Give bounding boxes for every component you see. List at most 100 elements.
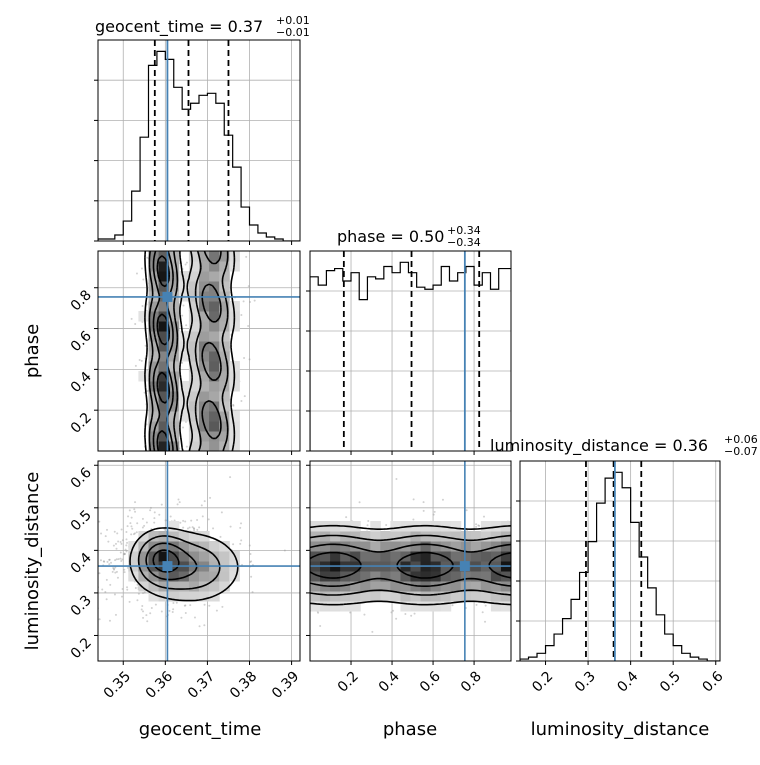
- geocent-time-vs-phase-cell: [148, 411, 160, 422]
- geocent-time-vs-luminosity-distance-cell: [199, 591, 210, 602]
- geocent-time-vs-luminosity-distance-cell: [178, 531, 190, 542]
- geocent-time-vs-luminosity-distance-point: [176, 503, 179, 506]
- geocent-time-vs-luminosity-distance-point: [108, 558, 111, 561]
- geocent-time-vs-phase-cell: [219, 311, 230, 322]
- geocent-time-vs-luminosity-distance-point: [207, 518, 210, 521]
- phase-vs-luminosity-distance-contour-2: [310, 543, 511, 587]
- geocent-time-vs-phase-cell: [168, 401, 180, 412]
- hist-luminosity-distance-frame: [519, 460, 721, 662]
- phase-vs-luminosity-distance-cell: [330, 601, 341, 612]
- phase-vs-luminosity-distance-cell: [420, 571, 432, 582]
- geocent-time-vs-phase-cell: [188, 341, 200, 352]
- phase-vs-luminosity-distance-point: [367, 520, 370, 523]
- geocent-time-vs-phase-cell: [229, 301, 240, 312]
- geocent-time-vs-phase-cell: [188, 401, 200, 412]
- geocent-time-vs-luminosity-distance-point: [111, 570, 114, 573]
- geocent-time-vs-luminosity-distance-point: [104, 535, 107, 538]
- geocent-time-vs-luminosity-distance-point: [249, 561, 252, 564]
- geocent-time-vs-phase-point: [135, 272, 138, 275]
- phase-vs-luminosity-distance-cell: [340, 541, 351, 552]
- geocent-time-vs-phase-cell: [209, 361, 220, 372]
- geocent-time-vs-luminosity-distance-plot-area: [84, 461, 300, 661]
- geocent-time-vs-luminosity-distance-cell: [128, 551, 139, 562]
- geocent-time-vs-luminosity-distance-point: [84, 584, 86, 586]
- geocent-time-vs-luminosity-distance-point: [184, 604, 187, 607]
- geocent-time-vs-phase-cell: [199, 311, 210, 322]
- phase-vs-luminosity-distance-cell: [390, 531, 401, 542]
- geocent-time-vs-phase-cell: [229, 441, 240, 451]
- geocent-time-vs-phase-point: [240, 314, 243, 317]
- phase-vs-luminosity-distance-point: [345, 516, 348, 519]
- geocent-time-vs-luminosity-distance-point: [119, 557, 122, 560]
- phase-vs-luminosity-distance-cell: [490, 581, 502, 592]
- hist-luminosity-distance-bar-16: [656, 615, 665, 661]
- hist-phase-bar-23: [499, 269, 507, 451]
- phase-vs-luminosity-distance-point: [366, 524, 369, 527]
- geocent-time-vs-phase-cell: [209, 271, 220, 282]
- hist-geocent-time-plot-area: [98, 40, 300, 241]
- geocent-time-vs-luminosity-distance-point: [133, 508, 136, 511]
- phase-vs-luminosity-distance-cell: [440, 551, 452, 562]
- phase-vs-luminosity-distance-cell: [450, 541, 462, 552]
- geocent-time-vs-luminosity-distance-truth-marker: [162, 561, 173, 572]
- geocent-time-vs-luminosity-distance-point: [126, 586, 129, 589]
- geocent-time-vs-luminosity-distance-cell: [148, 571, 160, 582]
- geocent-time-vs-luminosity-distance-point: [180, 616, 183, 619]
- hist-phase-bar-1: [318, 285, 326, 451]
- hist-geocent-time-bar-9: [174, 87, 182, 241]
- hist-phase-bar-6: [359, 300, 367, 451]
- geocent-time-vs-phase-cell: [209, 441, 220, 451]
- geocent-time-vs-luminosity-distance-point: [142, 592, 145, 595]
- geocent-time-vs-luminosity-distance-point: [212, 527, 215, 530]
- phase-vs-luminosity-distance-cell: [490, 571, 502, 582]
- title-geocent-time-text: geocent_time = 0.37: [95, 17, 263, 37]
- phase-vs-luminosity-distance-cell: [480, 581, 492, 592]
- geocent-time-vs-luminosity-distance-point: [146, 620, 149, 623]
- hist-phase-bar-20: [474, 285, 482, 451]
- hist-phase-bar-21: [482, 273, 490, 451]
- geocent-time-vs-luminosity-distance-point: [117, 540, 120, 543]
- phase-vs-luminosity-distance-point: [413, 612, 416, 615]
- geocent-time-vs-luminosity-distance-point: [110, 561, 113, 564]
- hist-luminosity-distance-bar-19: [682, 653, 691, 661]
- phase-vs-luminosity-distance-cell: [400, 601, 411, 612]
- hist-phase-bar-17: [449, 281, 457, 451]
- phase-vs-luminosity-distance-cell: [350, 521, 361, 532]
- geocent-time-vs-luminosity-distance-point: [136, 522, 139, 525]
- geocent-time-vs-phase-cell: [188, 251, 200, 262]
- geocent-time-vs-luminosity-distance-point: [106, 528, 109, 531]
- geocent-time-vs-luminosity-distance-cell: [178, 541, 190, 552]
- hist-phase-bar-5: [351, 273, 359, 451]
- geocent-time-vs-luminosity-distance-point: [250, 560, 253, 563]
- geocent-time-vs-luminosity-distance-point: [177, 498, 180, 501]
- hist-geocent-time-bar-19: [258, 233, 266, 241]
- hist-phase-bar-9: [384, 266, 392, 451]
- phase-vs-luminosity-distance-cell: [480, 531, 492, 542]
- geocent-time-vs-phase-cell: [209, 401, 220, 412]
- hist-luminosity-distance-bar-9: [597, 503, 606, 661]
- hist-geocent-time-step-outline: [98, 50, 300, 241]
- phase-vs-luminosity-distance-cell: [380, 591, 391, 602]
- hist-luminosity-distance-step-outline: [520, 471, 720, 661]
- phase-vs-luminosity-distance-cell: [460, 581, 472, 592]
- geocent-time-vs-phase-cell: [199, 271, 210, 282]
- geocent-time-vs-phase-cell: [188, 381, 200, 392]
- geocent-time-vs-phase-cell: [209, 431, 220, 442]
- phase-vs-luminosity-distance-point: [392, 609, 395, 612]
- geocent-time-vs-luminosity-distance-point: [171, 611, 174, 614]
- phase-vs-luminosity-distance-point: [475, 523, 478, 526]
- geocent-time-vs-phase-cell: [219, 371, 230, 382]
- phase-vs-luminosity-distance-cell: [340, 551, 351, 562]
- geocent-time-vs-phase-cell: [188, 321, 200, 332]
- phase-vs-luminosity-distance-cell: [400, 591, 411, 602]
- geocent-time-vs-luminosity-distance-point: [116, 532, 119, 535]
- geocent-time-vs-luminosity-distance-point: [116, 576, 119, 579]
- panel-hist-phase: [306, 250, 512, 455]
- geocent-time-vs-luminosity-distance-point: [193, 527, 196, 530]
- title-luminosity-distance: luminosity_distance = 0.36 +0.06 −0.07: [490, 433, 758, 458]
- geocent-time-vs-phase-point: [242, 300, 245, 303]
- phase-vs-luminosity-distance-cell: [500, 541, 511, 552]
- title-luminosity-distance-minus: −0.07: [724, 445, 758, 458]
- ytick-label-luminosity-distance-1: 0.3: [68, 592, 95, 619]
- phase-vs-luminosity-distance-point: [371, 630, 374, 633]
